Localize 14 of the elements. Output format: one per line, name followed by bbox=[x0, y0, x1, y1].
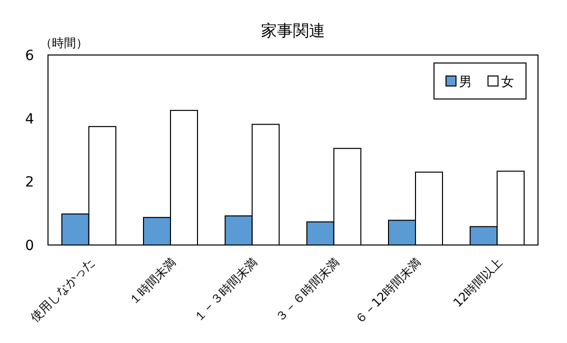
x-tick-label: １－３時間未満 bbox=[190, 255, 260, 325]
legend-label: 男 bbox=[459, 75, 472, 90]
ylabel: （時間） bbox=[40, 36, 88, 50]
y-tick-label: 6 bbox=[25, 48, 34, 64]
x-tick-label: 使用しなかった bbox=[28, 255, 97, 325]
x-tick-label: ６－12時間未満 bbox=[352, 255, 424, 327]
y-tick-label: 2 bbox=[25, 174, 34, 191]
y-tick-label: 0 bbox=[25, 238, 34, 254]
x-tick-label: ３－６時間未満 bbox=[272, 255, 342, 325]
title: 家事関連 bbox=[261, 21, 325, 40]
y-tick-label: 4 bbox=[25, 111, 34, 128]
x-tick-label: １時間未満 bbox=[126, 255, 179, 308]
legend-label: 女 bbox=[501, 75, 514, 90]
x-tick-label: 12時間以上 bbox=[450, 255, 506, 310]
